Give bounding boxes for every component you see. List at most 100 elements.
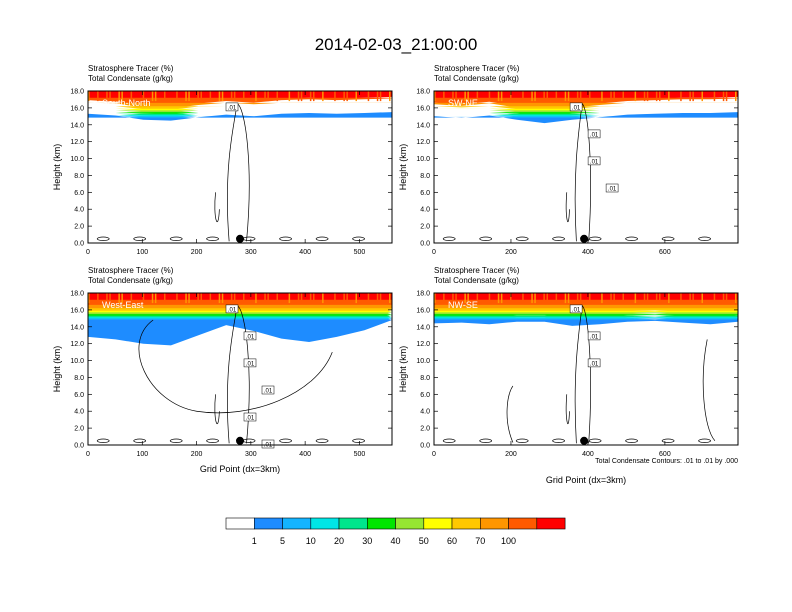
panel-name: SW-NE	[448, 98, 478, 108]
contour-line	[214, 394, 220, 425]
tracer-streak	[655, 293, 658, 304]
tracer-streak	[164, 91, 166, 102]
y-tick-label: 10.0	[70, 358, 84, 365]
tracer-streak	[452, 293, 454, 304]
y-tick-label: 6.0	[74, 190, 84, 197]
tracer-streak	[531, 293, 533, 304]
tracer-band	[88, 319, 392, 346]
y-tick-label: 12.0	[70, 341, 84, 348]
y-tick-label: 16.0	[416, 307, 430, 314]
tracer-streak	[701, 293, 703, 304]
tracer-streak	[622, 91, 624, 102]
contour-line	[565, 394, 570, 425]
colorbar-swatch	[423, 517, 453, 530]
plot-frame	[87, 292, 393, 446]
tracer-streak	[522, 91, 524, 102]
tracer-streak	[288, 91, 291, 102]
contour-line	[479, 438, 493, 443]
tracer-field	[434, 293, 738, 326]
x-tick-label: 300	[245, 451, 257, 458]
tracer-streak	[221, 91, 224, 102]
tracer-streak	[555, 293, 558, 304]
y-tick-label: 14.0	[70, 122, 84, 129]
tracer-streak	[543, 91, 545, 102]
y-tick-label: 4.0	[74, 207, 84, 214]
tracer-streak	[455, 293, 457, 304]
tracer-streak	[610, 91, 612, 102]
x-tick-label: 0	[86, 249, 90, 256]
contour-label: .01	[246, 334, 255, 340]
x-tick-label: 600	[659, 451, 671, 458]
tracer-streak	[467, 91, 469, 102]
tracer-streak	[434, 293, 436, 304]
contour-line	[214, 192, 220, 223]
y-tick-label: 0.0	[420, 443, 430, 450]
tracer-streak	[276, 293, 278, 304]
tracer-streak	[343, 91, 345, 102]
tracer-streak	[367, 293, 370, 304]
contour-label-box	[225, 102, 239, 112]
y-tick-label: 2.0	[74, 426, 84, 433]
contour-line	[625, 236, 638, 241]
tracer-streak	[722, 91, 725, 102]
tracer-streak	[634, 293, 637, 304]
tracer-streak	[197, 91, 199, 102]
tracer-streak	[510, 91, 512, 102]
contour-line	[169, 438, 183, 443]
subtitle-condensate: Total Condensate (g/kg)	[434, 74, 519, 83]
tracer-band	[434, 106, 738, 113]
contour-line	[279, 438, 292, 443]
contour-label: .01	[572, 105, 581, 111]
x-tick-label: 400	[299, 249, 311, 256]
tracer-streak	[689, 293, 691, 304]
x-tick-label: 400	[582, 451, 594, 458]
tracer-streak	[218, 91, 221, 102]
tracer-streak	[622, 293, 624, 304]
contour-label: .01	[590, 132, 599, 138]
x-tick-label: 500	[354, 451, 366, 458]
tracer-streak	[154, 91, 157, 102]
tracer-streak	[288, 293, 291, 304]
y-tick-label: 18.0	[416, 291, 430, 298]
tracer-streak	[267, 293, 269, 304]
y-tick-label: 2.0	[74, 224, 84, 231]
contour-label: .01	[590, 361, 599, 367]
contour-label: .01	[608, 187, 617, 193]
tracer-streak	[643, 91, 646, 102]
tracer-streak	[680, 91, 682, 102]
tracer-streak	[589, 91, 591, 102]
y-tick-label: 12.0	[70, 139, 84, 146]
tracer-streak	[488, 91, 491, 102]
contour-line	[479, 236, 493, 241]
tracer-streak	[218, 293, 221, 304]
y-tick-label: 0.0	[74, 443, 84, 450]
colorbar-swatch	[508, 517, 538, 530]
tracer-streak	[659, 91, 661, 102]
contour-label-box	[605, 183, 619, 193]
contour-line	[133, 438, 147, 443]
tracer-streak	[121, 91, 123, 102]
tracer-streak	[692, 91, 694, 102]
tracer-streak	[346, 293, 348, 304]
tracer-streak	[197, 293, 199, 304]
y-tick-label: 10.0	[416, 358, 430, 365]
tracer-streak	[233, 293, 236, 304]
colorbar-label: 50	[419, 536, 429, 546]
y-tick-label: 6.0	[420, 392, 430, 399]
tracer-streak	[510, 293, 512, 304]
y-tick-label: 6.0	[74, 392, 84, 399]
tracer-streak	[713, 293, 716, 304]
y-tick-label: 6.0	[420, 190, 430, 197]
tracer-streak	[655, 91, 658, 102]
tracer-streak	[601, 91, 603, 102]
tracer-streak	[443, 293, 445, 304]
tracer-streak	[680, 293, 682, 304]
y-tick-label: 14.0	[70, 324, 84, 331]
colorbar-label: 100	[501, 536, 516, 546]
tracer-streak	[97, 91, 99, 102]
contour-label-box	[225, 304, 239, 314]
tracer-streak	[188, 293, 190, 304]
subtitle-condensate: Total Condensate (g/kg)	[88, 74, 173, 83]
tracer-streak	[297, 293, 300, 304]
